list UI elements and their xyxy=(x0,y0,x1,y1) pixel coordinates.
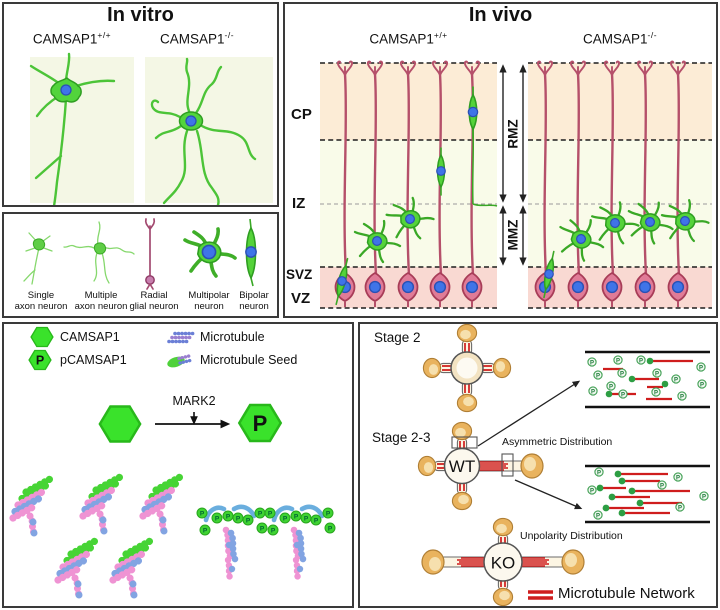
inset-stage2 xyxy=(585,350,710,409)
pcamsap1-icon: P xyxy=(28,349,52,371)
zone-label-vz: VZ xyxy=(291,290,311,307)
stage2-cell xyxy=(422,324,512,413)
ko-cell-label: KO xyxy=(491,554,516,573)
pcamsap1-structures xyxy=(197,507,335,578)
panel-stages: P WT xyxy=(358,322,718,608)
in-vitro-genotype-ko: CAMSAP1-/- xyxy=(159,30,235,47)
wt-top-zoom-box xyxy=(451,436,478,449)
multipolar-neuron-icon xyxy=(183,227,237,278)
legend-label-microtubule: Microtubule xyxy=(200,330,265,344)
asymmetric-distribution-label: Asymmetric Distribution xyxy=(502,436,613,448)
wt-cell: WT xyxy=(417,421,544,511)
legend-label-camsap1: CAMSAP1 xyxy=(60,330,120,344)
molecular-drawing: P P P P P P P P P xyxy=(4,326,352,606)
neuron-type-label: Single axon neuron xyxy=(14,290,68,312)
camsap1-icon xyxy=(30,326,54,348)
rmz-mmz-arrows xyxy=(499,64,527,266)
rmz-label: RMZ xyxy=(506,119,521,148)
panel-in-vitro: In vitro CAMSAP1+/+ CAMSAP1-/- xyxy=(2,2,279,207)
in-vitro-genotype-wt: CAMSAP1+/+ xyxy=(32,30,112,47)
bipolar-neuron-icon xyxy=(245,218,257,287)
in-vivo-genotype-wt: CAMSAP1+/+ xyxy=(369,30,448,47)
inset-arrow-top xyxy=(477,380,581,447)
zone-label-svz: SVZ xyxy=(286,267,313,282)
phosphorylation-diagram: P xyxy=(98,403,282,443)
neuron-type-label: Radial glial neuron xyxy=(129,290,179,312)
inset-wt xyxy=(585,464,710,524)
svg-text:P: P xyxy=(36,354,44,368)
panel-neuron-types: Single axon neuron Multiple axon neuron Ra… xyxy=(2,212,279,318)
zone-label-iz: IZ xyxy=(292,195,306,212)
ko-neuron xyxy=(150,57,257,205)
in-vivo-drawing: RMZ MMZ xyxy=(320,60,712,309)
in-vivo-title: In vivo xyxy=(468,4,533,26)
in-vitro-drawing xyxy=(29,52,273,205)
panel-molecular: P P P P P P P P P xyxy=(2,322,354,608)
wt-axon-zoom-box xyxy=(501,453,514,477)
zone-backgrounds xyxy=(320,63,712,308)
wt-neuron xyxy=(29,52,116,205)
microtubule-network-label: Microtubule Network xyxy=(558,585,695,602)
svg-text:P: P xyxy=(253,411,268,436)
in-vivo-genotype-ko: CAMSAP1-/- xyxy=(582,30,658,47)
unpolarity-distribution-label: Unpolarity Distribution xyxy=(520,530,623,542)
neuron-types-drawing xyxy=(23,218,257,290)
neuron-type-label: Multiple axon neuron xyxy=(74,290,128,312)
panel-in-vivo: RMZ MMZ In vivo CAMSAP1+/+ CAMSAP1-/- CP… xyxy=(283,2,718,318)
microtubule-network-icon xyxy=(528,590,553,600)
ko-cell: KO xyxy=(421,517,585,606)
stages-drawing: P WT xyxy=(417,324,710,606)
camsap1-hexagon-large xyxy=(98,405,142,443)
multiple-axon-neuron-icon xyxy=(63,221,135,284)
single-axon-neuron-icon xyxy=(23,232,53,285)
neuron-type-label: Multipolar neuron xyxy=(188,290,230,312)
stage2-label: Stage 2 xyxy=(374,330,421,345)
legend-label-pcamsap1: pCAMSAP1 xyxy=(60,353,127,367)
legend-label-microtubule-seed: Microtubule Seed xyxy=(200,353,298,367)
microtubule-icon xyxy=(167,331,195,344)
wt-cell-label: WT xyxy=(449,457,475,476)
in-vitro-wt-background xyxy=(30,57,134,203)
pcamsap1-hexagon-large: P xyxy=(238,403,282,443)
in-vitro-title: In vitro xyxy=(107,4,174,26)
mark2-label: MARK2 xyxy=(172,394,216,408)
mmz-label: MMZ xyxy=(506,220,521,251)
stage23-label: Stage 2-3 xyxy=(372,430,431,445)
neuron-type-label: Bipolar neuron xyxy=(239,290,269,312)
migrating-neurons-wt xyxy=(331,86,498,307)
radial-glial-neuron-icon xyxy=(144,218,156,290)
microtubule-seed-icon xyxy=(167,353,194,368)
zone-label-cp: CP xyxy=(291,106,312,123)
microtubule-bundles xyxy=(13,476,182,599)
inset-arrow-bottom xyxy=(514,479,583,510)
